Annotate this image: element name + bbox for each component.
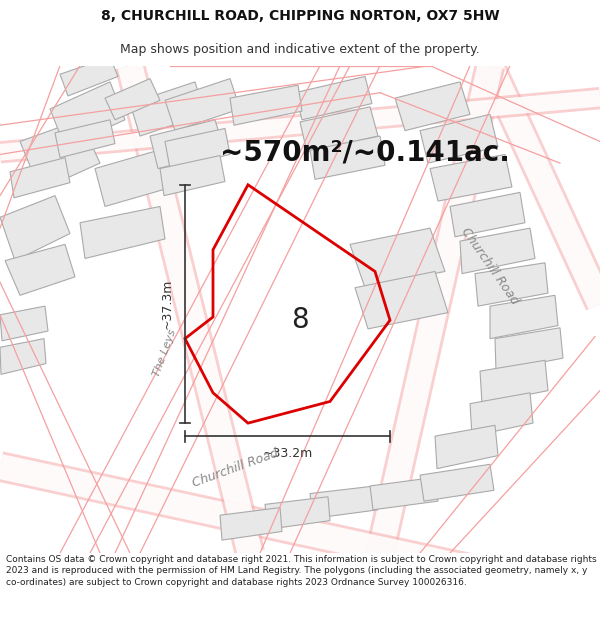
Polygon shape [150, 120, 225, 169]
Polygon shape [20, 120, 100, 190]
Polygon shape [10, 158, 70, 198]
Polygon shape [130, 82, 205, 136]
Text: ~33.2m: ~33.2m [262, 447, 313, 460]
Polygon shape [265, 497, 330, 529]
Polygon shape [310, 486, 378, 519]
Polygon shape [220, 508, 282, 540]
Text: The Leys: The Leys [152, 328, 178, 378]
Polygon shape [5, 244, 75, 295]
Polygon shape [0, 306, 48, 341]
Polygon shape [165, 79, 240, 131]
Text: 8, CHURCHILL ROAD, CHIPPING NORTON, OX7 5HW: 8, CHURCHILL ROAD, CHIPPING NORTON, OX7 … [101, 9, 499, 23]
Polygon shape [470, 392, 533, 436]
Polygon shape [395, 82, 470, 131]
Polygon shape [295, 76, 372, 120]
Polygon shape [420, 464, 494, 501]
Text: Churchill Road: Churchill Road [190, 447, 280, 490]
Polygon shape [80, 206, 165, 259]
Polygon shape [430, 154, 512, 201]
Polygon shape [370, 478, 438, 510]
Polygon shape [0, 196, 70, 261]
Polygon shape [55, 120, 115, 158]
Text: ~37.3m: ~37.3m [161, 279, 173, 329]
Polygon shape [50, 82, 125, 147]
Polygon shape [160, 156, 225, 196]
Polygon shape [480, 360, 548, 404]
Polygon shape [95, 147, 180, 206]
Polygon shape [105, 79, 160, 120]
Polygon shape [300, 107, 378, 152]
Polygon shape [420, 114, 498, 163]
Polygon shape [350, 228, 445, 288]
Text: Contains OS data © Crown copyright and database right 2021. This information is : Contains OS data © Crown copyright and d… [6, 554, 596, 587]
Text: Churchill Road: Churchill Road [458, 225, 521, 307]
Polygon shape [460, 228, 535, 274]
Polygon shape [450, 192, 525, 237]
Polygon shape [475, 262, 548, 306]
Polygon shape [230, 85, 302, 125]
Polygon shape [165, 129, 230, 169]
Polygon shape [435, 425, 498, 469]
Polygon shape [310, 136, 385, 179]
Polygon shape [490, 295, 558, 339]
Polygon shape [495, 328, 563, 371]
Polygon shape [0, 339, 46, 374]
Text: ~570m²/~0.141ac.: ~570m²/~0.141ac. [220, 138, 510, 166]
Polygon shape [355, 271, 448, 329]
Polygon shape [60, 57, 118, 96]
Text: Map shows position and indicative extent of the property.: Map shows position and indicative extent… [120, 42, 480, 56]
Text: 8: 8 [291, 306, 309, 334]
